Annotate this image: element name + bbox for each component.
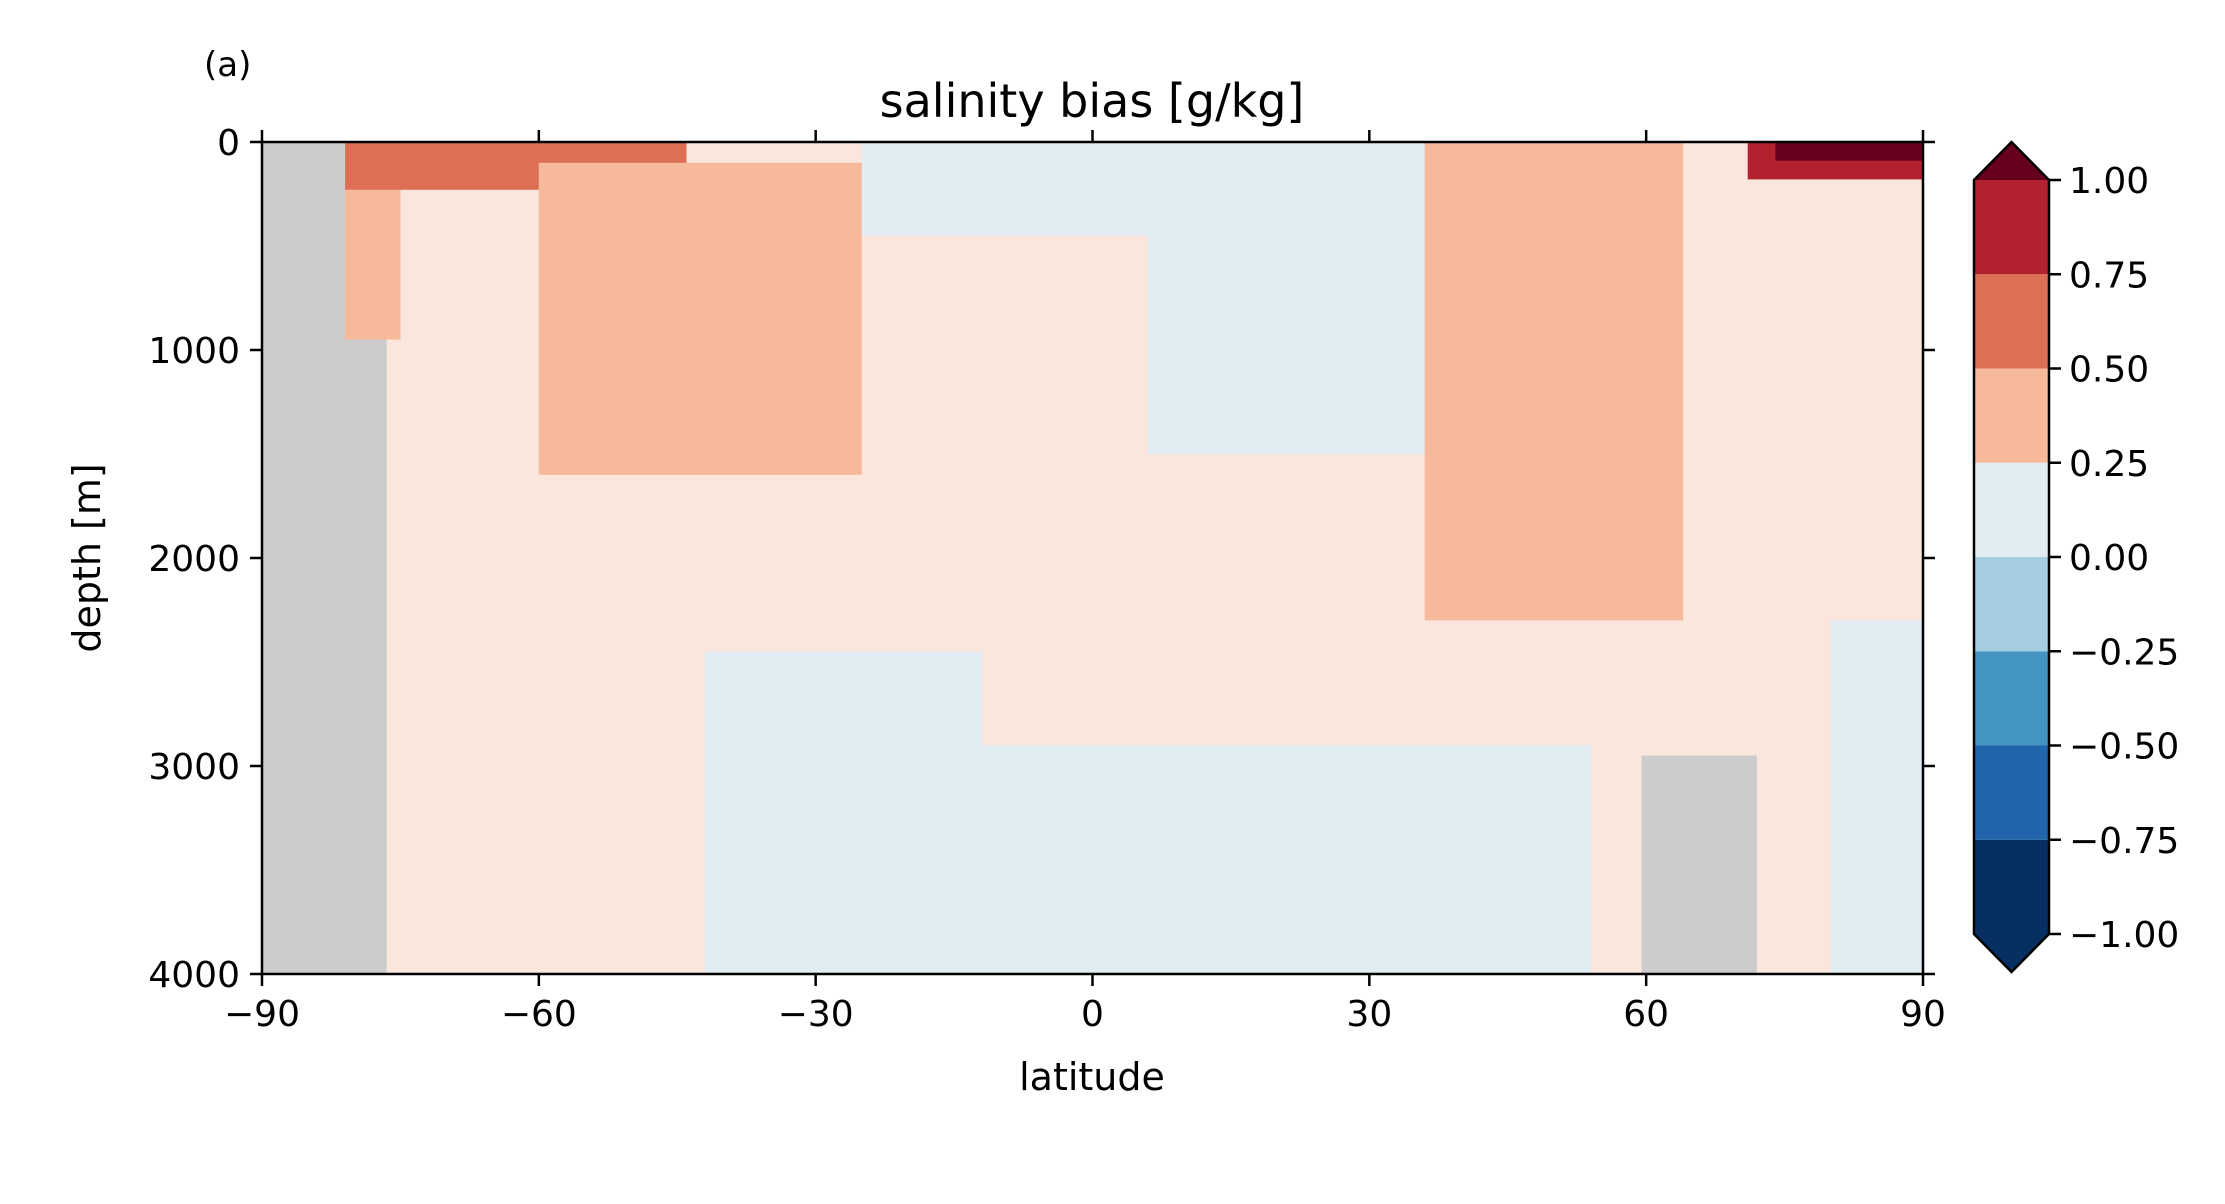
colorbar-bin	[1974, 839, 2049, 934]
x-axis-label: latitude	[1019, 1055, 1165, 1099]
colorbar-extend-min	[1974, 934, 2049, 972]
y-tick-label: 3000	[148, 747, 240, 788]
colorbar-tick-label: 0.50	[2069, 350, 2149, 391]
x-tick-label: −60	[501, 994, 577, 1035]
y-tick-label: 4000	[148, 955, 240, 996]
heatmap-region-arctic-deep-negative	[1830, 620, 1923, 974]
colorbar-tick-label: 0.75	[2069, 255, 2149, 296]
colorbar-bin	[1974, 557, 2049, 652]
y-tick-label: 0	[217, 123, 240, 164]
colorbar-bin	[1974, 180, 2049, 275]
colorbar-bin	[1974, 368, 2049, 463]
panel-label: (a)	[204, 45, 251, 85]
x-tick-label: −30	[778, 994, 854, 1035]
x-tick-label: 60	[1623, 994, 1669, 1035]
heatmap-region-arctic-ridge-land	[1641, 755, 1757, 974]
heatmap-region-south-atlantic-deep-negative	[704, 651, 982, 974]
y-tick-label: 2000	[148, 539, 240, 580]
heatmap-field	[262, 142, 1923, 974]
x-tick-label: 90	[1900, 994, 1946, 1035]
x-tick-label: 30	[1346, 994, 1392, 1035]
colorbar-tick-label: 0.25	[2069, 444, 2149, 485]
x-tick-label: −90	[224, 994, 300, 1035]
colorbar-tick-label: 0.00	[2069, 538, 2149, 579]
colorbar-tick-label: −0.25	[2069, 632, 2179, 673]
heatmap-region-northern-deep-negative	[981, 745, 1591, 974]
colorbar-tick-label: −0.50	[2069, 727, 2179, 768]
chart-title: salinity bias [g/kg]	[880, 74, 1305, 128]
colorbar-bin	[1974, 651, 2049, 746]
heatmap-region-subantarctic-positive-lens	[538, 162, 862, 475]
colorbar-tick-label: −0.75	[2069, 821, 2179, 862]
colorbar: −1.00 −0.75 −0.50 −0.25 0.00 0.25 0.50 0.75 1.00	[1972, 140, 2179, 974]
heatmap-region-subarctic-plume-positive	[1424, 142, 1684, 621]
x-axis: −90 −60 −30 0 30 60 90	[224, 130, 1946, 1035]
x-tick-label: 0	[1081, 994, 1104, 1035]
colorbar-tick-label: 1.00	[2069, 161, 2149, 202]
y-axis-label: depth [m]	[65, 463, 109, 652]
plot-area	[260, 140, 1925, 976]
heatmap-region-arctic-surface-max	[1775, 142, 1923, 161]
colorbar-tick-label: −1.00	[2069, 915, 2179, 956]
colorbar-bin	[1974, 745, 2049, 840]
colorbar-bin	[1974, 462, 2049, 557]
y-axis: 0 1000 2000 3000 4000	[148, 123, 1935, 996]
colorbar-bin	[1974, 274, 2049, 369]
colorbar-extend-max	[1974, 142, 2049, 180]
y-tick-label: 1000	[148, 331, 240, 372]
